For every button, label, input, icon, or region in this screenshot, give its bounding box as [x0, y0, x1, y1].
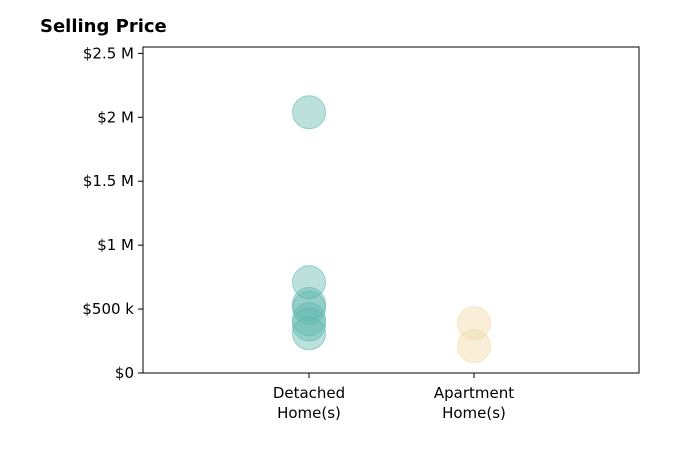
- plot-frame: [142, 46, 640, 374]
- y-tick-label: $2 M: [97, 108, 134, 126]
- y-tick-label: $1 M: [97, 236, 134, 254]
- x-tick-label: Detached: [273, 384, 345, 402]
- data-point: [457, 329, 491, 364]
- x-axis: Detached Home(s) Apartment Home(s): [273, 373, 514, 422]
- y-tick-label: $2.5 M: [83, 44, 134, 62]
- x-tick-label: Home(s): [277, 404, 341, 422]
- x-tick-label: Apartment: [434, 384, 514, 402]
- data-point: [292, 95, 326, 130]
- x-tick-label: Home(s): [442, 404, 506, 422]
- y-tick-label: $500 k: [82, 300, 134, 318]
- data-points: [292, 95, 491, 364]
- y-tick-label: $0: [115, 364, 134, 382]
- data-point: [292, 316, 326, 351]
- data-point: [292, 307, 326, 342]
- y-tick-label: $1.5 M: [83, 172, 134, 190]
- data-point: [292, 265, 326, 300]
- chart-title: Selling Price: [40, 16, 167, 37]
- data-point: [292, 302, 326, 337]
- y-axis: $0 $500 k $1 M $1.5 M $2 M $2.5 M: [82, 44, 143, 382]
